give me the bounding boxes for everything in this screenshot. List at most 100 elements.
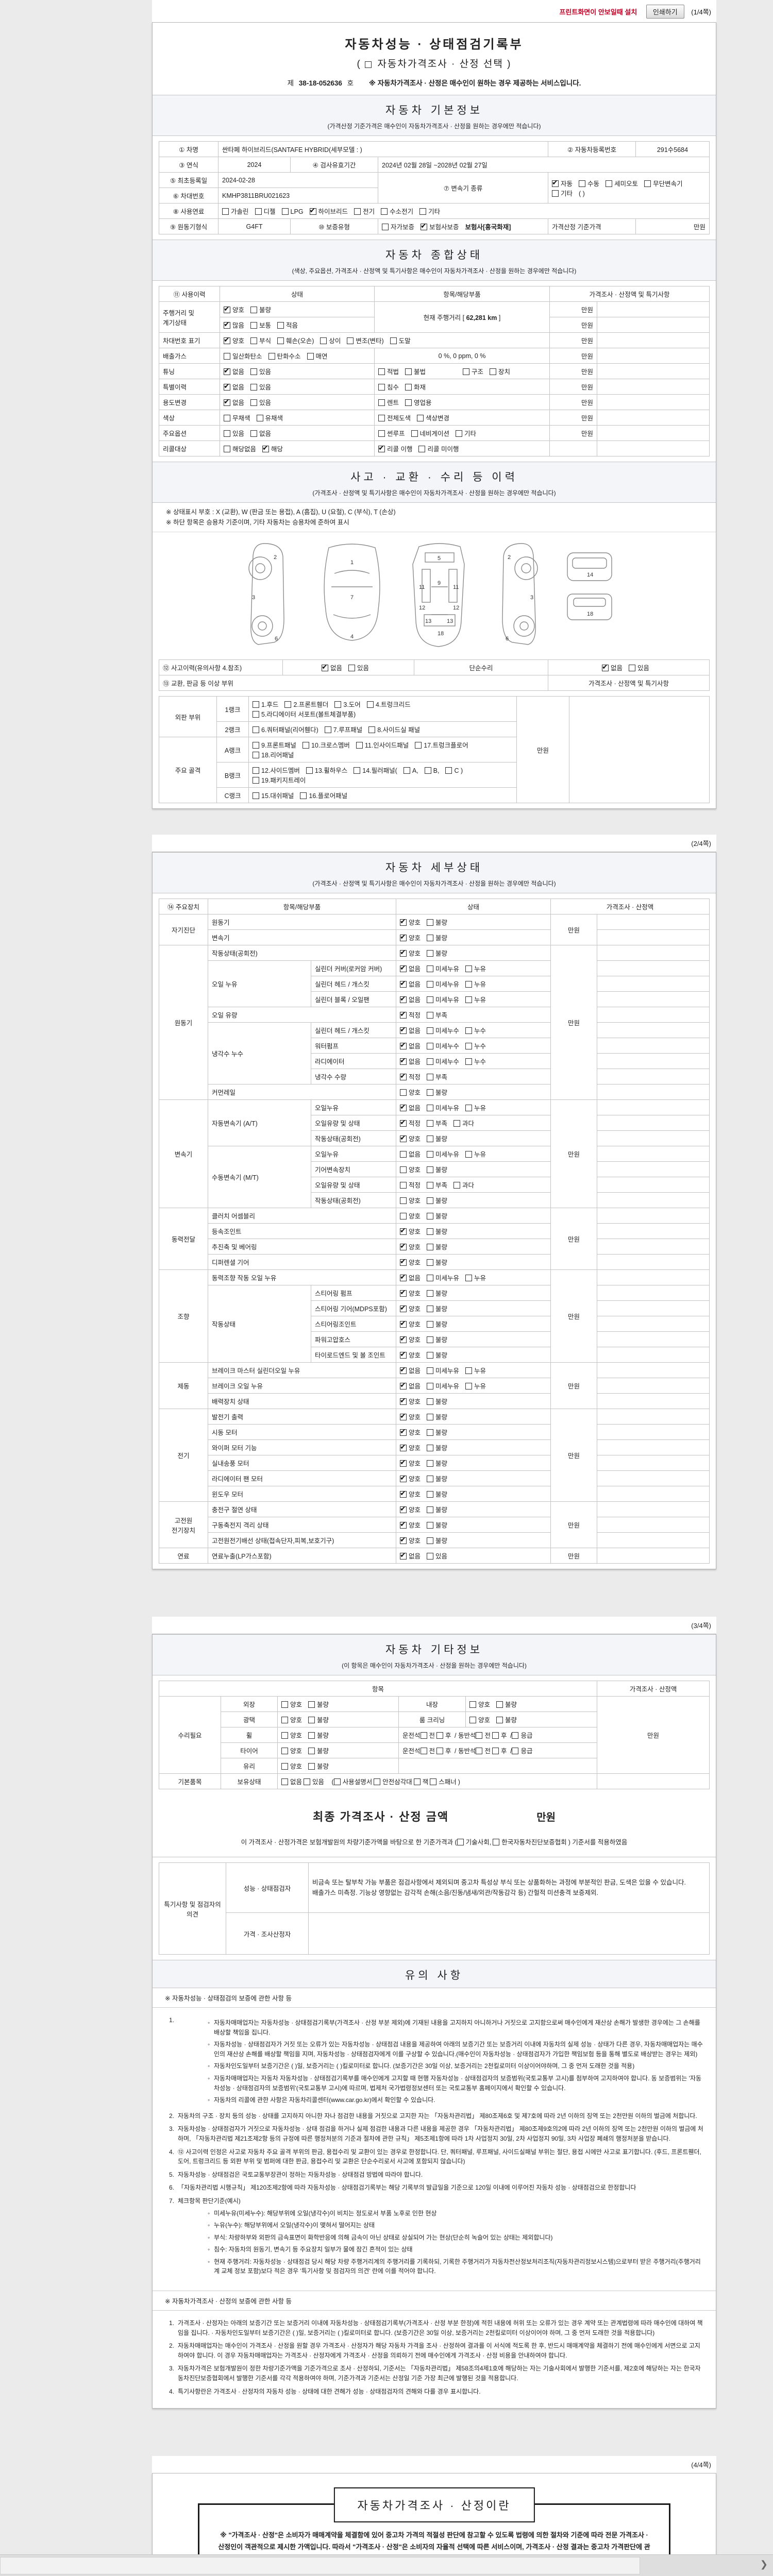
checkbox[interactable] — [403, 767, 410, 774]
checkbox[interactable] — [496, 1717, 503, 1723]
checkbox[interactable] — [476, 1748, 483, 1754]
checkbox[interactable] — [250, 337, 258, 344]
checkbox[interactable] — [224, 335, 230, 344]
checkbox[interactable] — [400, 1166, 407, 1173]
checkbox[interactable] — [465, 1027, 473, 1034]
checkbox[interactable] — [552, 178, 559, 187]
checkbox[interactable] — [400, 1025, 407, 1034]
checkbox[interactable] — [427, 1197, 434, 1204]
checkbox[interactable] — [348, 665, 355, 671]
checkbox[interactable] — [400, 1319, 407, 1328]
checkbox[interactable] — [381, 208, 388, 215]
checkbox[interactable] — [400, 1118, 407, 1127]
checkbox[interactable] — [427, 1414, 434, 1420]
checkbox[interactable] — [324, 726, 331, 733]
checkbox[interactable] — [378, 415, 385, 421]
checkbox[interactable] — [427, 1367, 434, 1374]
checkbox[interactable] — [302, 742, 309, 749]
checkbox[interactable] — [284, 701, 292, 708]
checkbox[interactable] — [224, 366, 230, 375]
checkbox[interactable] — [492, 1732, 499, 1739]
checkbox[interactable] — [427, 1321, 434, 1328]
checkbox[interactable] — [457, 1839, 464, 1845]
checkbox[interactable] — [308, 1732, 315, 1739]
checkbox[interactable] — [400, 1520, 407, 1529]
checkbox[interactable] — [250, 368, 258, 375]
checkbox[interactable] — [253, 752, 259, 758]
checkbox[interactable] — [419, 208, 427, 215]
checkbox[interactable] — [400, 948, 407, 957]
checkbox[interactable] — [417, 415, 424, 421]
checkbox[interactable] — [424, 767, 431, 774]
checkbox[interactable] — [333, 1778, 341, 1785]
checkbox[interactable] — [411, 430, 418, 437]
checkbox[interactable] — [465, 1367, 473, 1374]
checkbox[interactable] — [427, 1136, 434, 1142]
checkbox[interactable] — [224, 430, 230, 437]
checkbox[interactable] — [552, 190, 559, 197]
checkbox[interactable] — [281, 208, 289, 215]
checkbox[interactable] — [400, 1103, 407, 1111]
checkbox[interactable] — [427, 1151, 434, 1158]
checkbox[interactable] — [420, 1732, 427, 1739]
checkbox[interactable] — [629, 665, 635, 671]
checkbox[interactable] — [465, 1383, 473, 1389]
checkbox[interactable] — [253, 701, 259, 708]
checkbox[interactable] — [382, 224, 389, 230]
checkbox[interactable] — [400, 979, 407, 988]
checkbox[interactable] — [427, 1522, 434, 1529]
checkbox[interactable] — [400, 1504, 407, 1513]
checkbox[interactable] — [606, 180, 613, 187]
checkbox[interactable] — [427, 1012, 434, 1019]
checkbox[interactable] — [436, 1748, 444, 1754]
checkbox[interactable] — [405, 384, 412, 391]
checkbox[interactable] — [378, 368, 385, 375]
checkbox[interactable] — [400, 1427, 407, 1436]
checkbox[interactable] — [465, 996, 473, 1003]
checkbox[interactable] — [400, 1226, 407, 1235]
checkbox[interactable] — [224, 397, 230, 406]
checkbox[interactable] — [493, 1839, 500, 1845]
checkbox[interactable] — [224, 353, 230, 360]
price-select-checkbox[interactable] — [365, 61, 372, 68]
checkbox[interactable] — [262, 444, 270, 452]
checkbox[interactable] — [400, 963, 407, 972]
checkbox[interactable] — [427, 1306, 434, 1312]
checkbox[interactable] — [427, 1074, 434, 1080]
checkbox[interactable] — [465, 981, 473, 988]
checkbox[interactable] — [427, 1352, 434, 1359]
checkbox[interactable] — [427, 950, 434, 957]
print-install-hint[interactable]: 프린트화면이 안보일때 설치 — [559, 8, 637, 16]
checkbox[interactable] — [281, 1778, 288, 1785]
checkbox[interactable] — [281, 1717, 288, 1723]
checkbox[interactable] — [400, 1010, 407, 1019]
checkbox[interactable] — [400, 1133, 407, 1142]
checkbox[interactable] — [400, 1334, 407, 1343]
checkbox[interactable] — [378, 384, 385, 391]
checkbox[interactable] — [308, 1748, 315, 1754]
checkbox[interactable] — [427, 1506, 434, 1513]
checkbox[interactable] — [255, 208, 262, 215]
checkbox[interactable] — [400, 1242, 407, 1250]
checkbox[interactable] — [304, 1778, 311, 1785]
checkbox[interactable] — [427, 965, 434, 972]
checkbox[interactable] — [400, 1072, 407, 1080]
checkbox[interactable] — [427, 1460, 434, 1467]
checkbox[interactable] — [427, 1182, 434, 1189]
checkbox[interactable] — [400, 1041, 407, 1049]
checkbox[interactable] — [334, 701, 342, 708]
checkbox[interactable] — [469, 1701, 476, 1708]
checkbox[interactable] — [427, 935, 434, 941]
checkbox[interactable] — [378, 399, 385, 406]
checkbox[interactable] — [427, 1027, 434, 1034]
checkbox[interactable] — [400, 1396, 407, 1405]
checkbox[interactable] — [308, 1763, 315, 1770]
checkbox[interactable] — [427, 1228, 434, 1235]
checkbox[interactable] — [465, 1151, 473, 1158]
checkbox[interactable] — [492, 1748, 499, 1754]
checkbox[interactable] — [427, 1290, 434, 1297]
checkbox[interactable] — [453, 1182, 461, 1189]
checkbox[interactable] — [253, 726, 259, 733]
checkbox[interactable] — [356, 742, 363, 749]
checkbox[interactable] — [476, 1732, 483, 1739]
